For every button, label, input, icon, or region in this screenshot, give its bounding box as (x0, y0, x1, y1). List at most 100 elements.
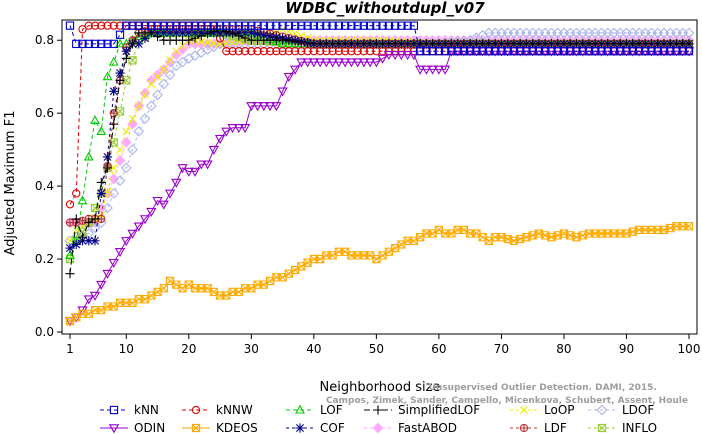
data-point (327, 58, 338, 68)
data-point (90, 214, 100, 224)
data-point (221, 127, 232, 137)
data-point (290, 36, 300, 46)
data-point (146, 28, 156, 38)
data-point (297, 21, 306, 30)
data-point (97, 21, 106, 30)
x-tick-label: 60 (431, 342, 446, 356)
data-point (309, 21, 318, 30)
data-point (184, 35, 194, 45)
data-point (314, 58, 326, 68)
data-point (240, 47, 250, 56)
data-point (222, 47, 231, 56)
data-point (108, 56, 119, 66)
data-point (121, 46, 131, 56)
data-point (484, 47, 494, 56)
data-point (195, 47, 207, 59)
data-point (71, 239, 81, 250)
data-point (440, 65, 451, 75)
data-point (322, 21, 331, 30)
data-point (553, 47, 562, 56)
data-point (472, 47, 481, 56)
data-point (277, 87, 288, 97)
data-point (140, 33, 150, 44)
data-point (339, 58, 351, 68)
data-point (134, 21, 143, 30)
data-point (90, 39, 100, 49)
data-point (641, 47, 650, 56)
data-point (158, 200, 169, 210)
data-point (165, 21, 175, 30)
data-point (559, 47, 569, 56)
data-point (297, 47, 306, 56)
data-point (197, 21, 206, 30)
data-point (184, 21, 193, 30)
data-point (108, 173, 120, 185)
data-point (133, 222, 144, 232)
watermark: Unsupervised Outlier Detection. DAMI, 20… (326, 383, 688, 406)
legend-label: LDF (544, 421, 567, 434)
data-point (409, 21, 419, 30)
data-point (72, 189, 81, 198)
data-point (139, 113, 151, 125)
data-point (115, 68, 125, 78)
plot-area (64, 21, 695, 327)
data-point (65, 21, 75, 30)
legend-label: LoOP (544, 403, 575, 417)
data-point (122, 21, 131, 30)
data-point (303, 47, 312, 56)
y-axis-label: Adjusted Maximum F1 (3, 111, 18, 256)
data-point (159, 284, 168, 293)
data-point (190, 21, 200, 30)
data-point (389, 51, 401, 61)
data-point (196, 31, 206, 41)
series-kdeos (65, 222, 694, 326)
legend-item-cof: COF (286, 421, 345, 434)
x-tick-label: 80 (556, 342, 571, 356)
legend-marker (596, 404, 608, 416)
data-point (247, 47, 256, 56)
data-point (114, 248, 126, 258)
data-point (96, 177, 106, 188)
legend-label: KDEOS (216, 421, 258, 434)
data-point (65, 243, 75, 253)
legend-label: FastABOD (398, 421, 457, 434)
legend-item-knnw: kNNW (182, 403, 253, 417)
legend-label: COF (320, 421, 345, 434)
data-point (183, 53, 195, 64)
data-point (84, 21, 93, 30)
y-tick-label: 0.4 (35, 179, 54, 193)
data-point (622, 47, 631, 56)
data-point (122, 127, 131, 136)
data-point (202, 160, 213, 170)
series-knn (65, 21, 694, 56)
data-point (72, 39, 81, 49)
data-point (170, 49, 182, 61)
data-point (108, 258, 119, 269)
data-point (522, 47, 531, 56)
x-tick-label: 20 (181, 342, 196, 356)
data-point (278, 21, 287, 30)
data-point (296, 58, 307, 68)
data-point (628, 47, 637, 56)
data-point (328, 21, 337, 30)
data-point (109, 86, 119, 96)
data-point (165, 28, 175, 38)
data-point (384, 21, 394, 30)
data-point (189, 50, 201, 61)
data-point (77, 232, 88, 242)
data-point (65, 200, 75, 209)
data-point (96, 126, 107, 135)
data-point (122, 76, 131, 85)
data-point (478, 47, 487, 56)
data-point (584, 47, 594, 56)
data-point (234, 47, 243, 56)
legend-marker (191, 405, 201, 415)
data-point (427, 65, 438, 75)
y-tick-label: 0.2 (35, 252, 54, 266)
data-point (277, 38, 288, 48)
data-point (371, 58, 382, 68)
data-point (278, 47, 287, 56)
data-point (78, 25, 87, 34)
data-point (509, 47, 519, 56)
data-point (114, 155, 126, 166)
